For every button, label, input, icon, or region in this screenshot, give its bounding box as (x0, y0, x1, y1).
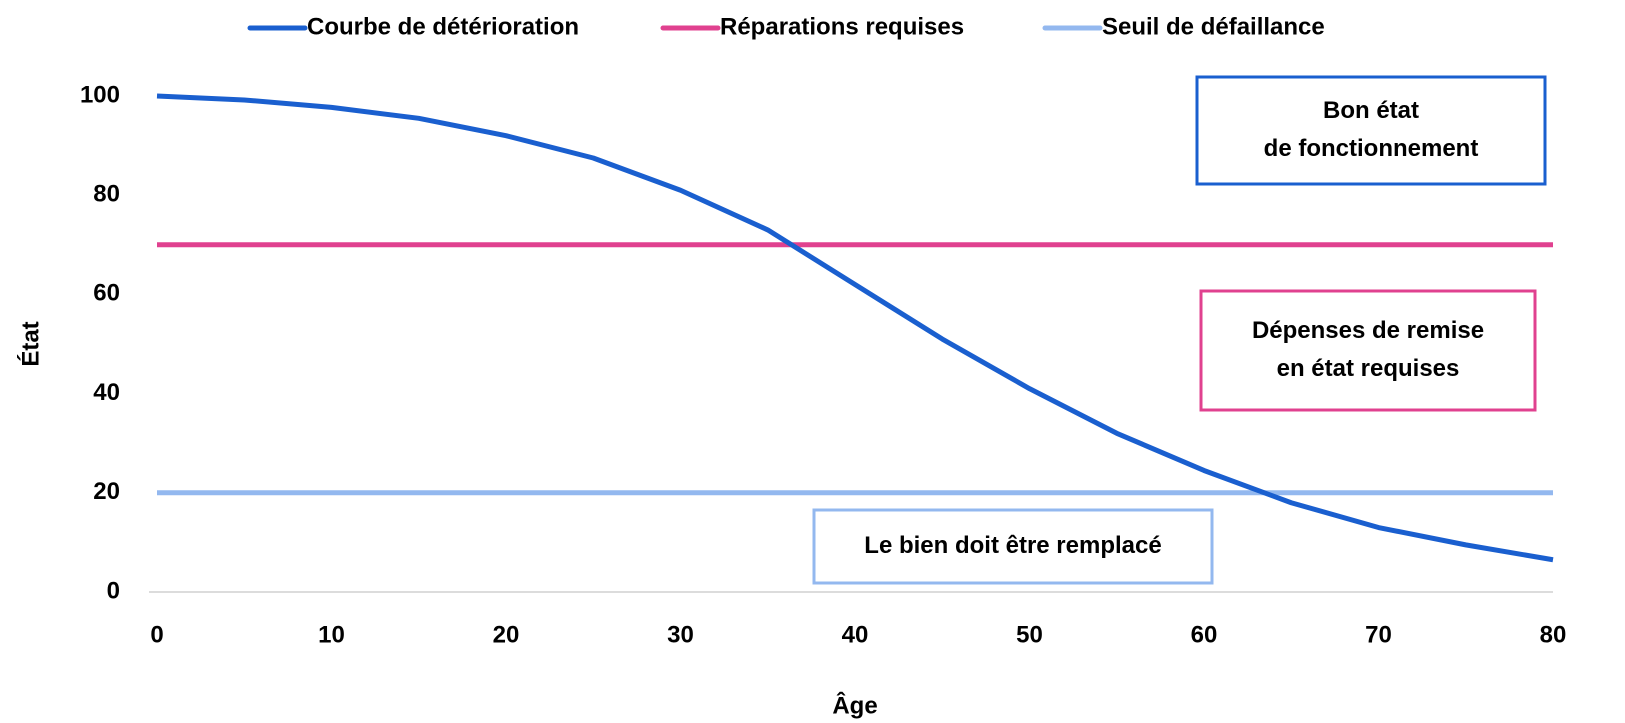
legend-label: Seuil de défaillance (1102, 13, 1325, 40)
annotation-text: Bon état (1323, 97, 1419, 124)
x-tick-label: 70 (1365, 621, 1392, 648)
annotation-box (1199, 289, 1537, 412)
x-tick-label: 0 (150, 621, 163, 648)
annotation-box (812, 508, 1214, 585)
legend-label: Réparations requises (720, 13, 964, 40)
annotation-box (1195, 75, 1547, 186)
y-tick-label: 0 (107, 577, 120, 604)
x-tick-label: 40 (842, 621, 869, 648)
y-tick-label: 40 (93, 379, 120, 406)
x-tick-label: 30 (667, 621, 694, 648)
x-axis-label: Âge (832, 691, 877, 719)
x-tick-label: 50 (1016, 621, 1043, 648)
x-tick-label: 20 (493, 621, 520, 648)
y-axis-label: État (16, 321, 44, 366)
y-tick-label: 60 (93, 280, 120, 307)
y-tick-label: 20 (93, 478, 120, 505)
x-tick-label: 80 (1540, 621, 1567, 648)
y-tick-label: 100 (80, 81, 120, 108)
series-line (156, 93, 1554, 563)
annotation-text: Le bien doit être remplacé (864, 532, 1161, 559)
annotation-text: Dépenses de remise (1252, 317, 1484, 344)
annotation-text: en état requises (1277, 355, 1460, 382)
y-tick-label: 80 (93, 181, 120, 208)
x-tick-label: 10 (318, 621, 345, 648)
annotation-text: de fonctionnement (1264, 135, 1479, 162)
x-tick-label: 60 (1191, 621, 1218, 648)
legend-label: Courbe de détérioration (307, 13, 579, 40)
